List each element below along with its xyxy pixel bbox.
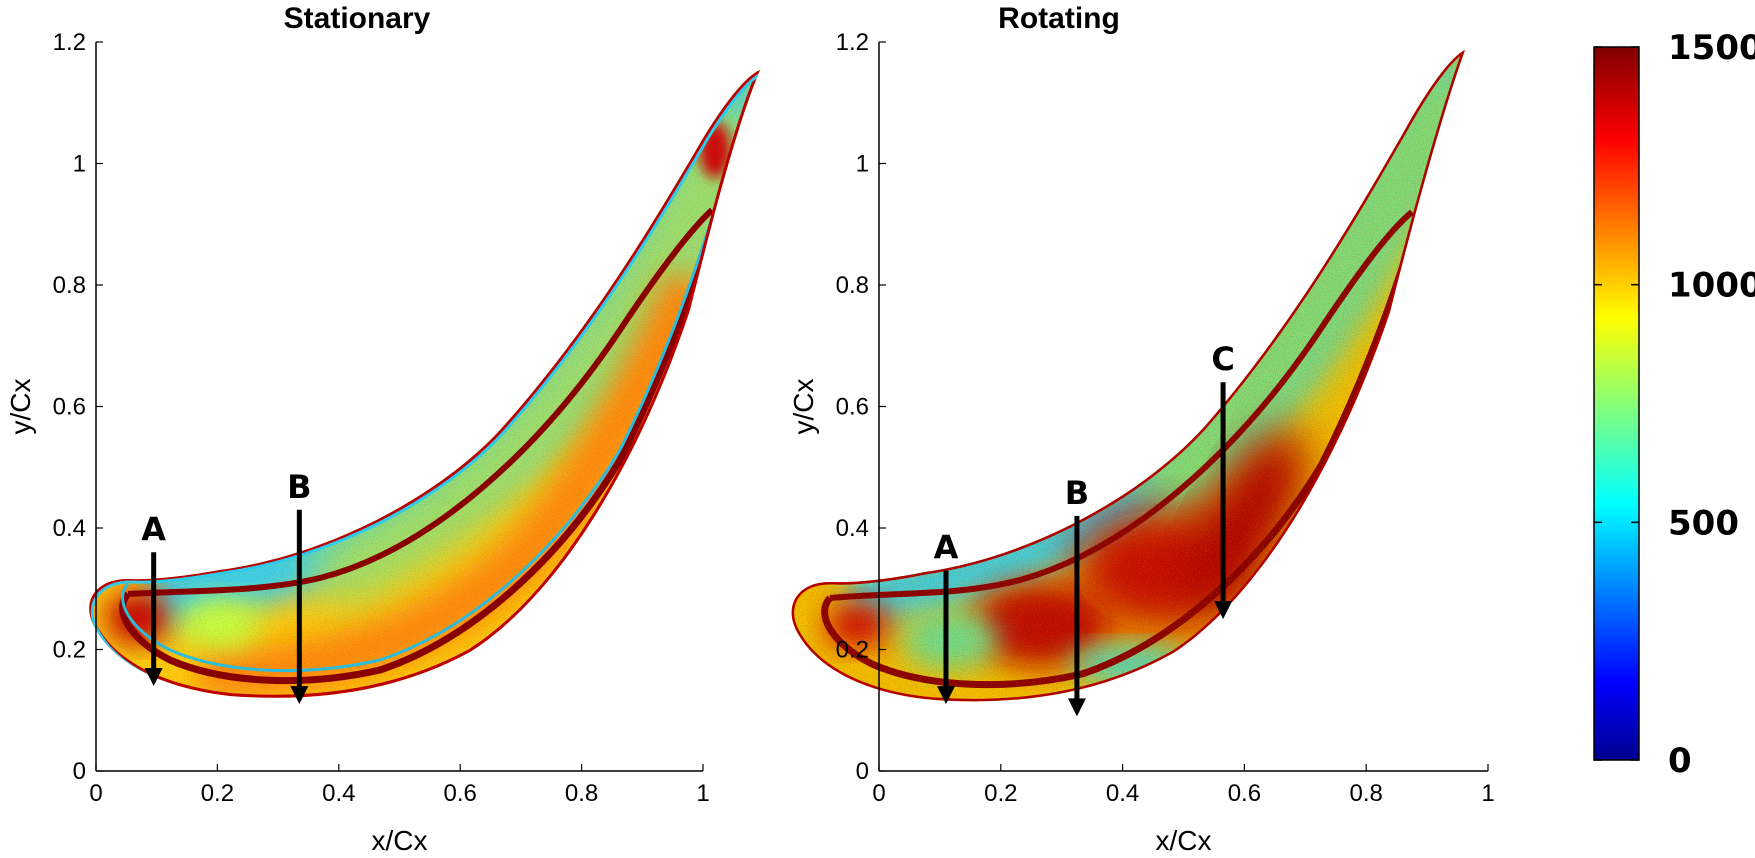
stationary-y-tick-label: 0.4 [53,515,86,542]
annotation-label-c: C [1211,340,1234,378]
stationary-x-tick-label: 1 [696,780,709,807]
stationary-y-tick-label: 0.6 [53,394,86,421]
stationary-y-axis-label: y/Cx [5,379,36,435]
rotating-y-tick-label: 0.4 [836,515,869,542]
stationary-x-tick-label: 0.8 [565,780,598,807]
rotating-x-tick-label: 0.4 [1106,780,1139,807]
colorbar: 0 500 1000 1500 [1593,28,1755,781]
rotating-x-tick-label: 1 [1481,780,1494,807]
rotating-x-tick-label: 0 [872,780,885,807]
rotating-x-axis-label: x/Cx [1156,825,1212,856]
rotating-y-tick-label: 0.8 [836,272,869,299]
rotating-panel: Rotating 0 0.2 0.4 0.6 0.8 100.20.40.60 [788,2,1495,856]
colorbar-gradient [1593,46,1640,761]
annotation-label-a: A [934,529,959,567]
stationary-axes: 0 0.2 0.4 0.6 0.8 1 0 0.2 0.4 0.6 0.8 1 1.2 x/Cx y/Cx [5,29,710,856]
arrow-head-a [144,667,163,686]
stationary-y-tick-label: 1 [73,151,86,178]
stationary-x-tick-label: 0.2 [201,780,234,807]
stationary-y-tick-label: 0.8 [53,272,86,299]
annotation-label-a: A [141,510,166,548]
rotating-y-tick-label: 0.2 [836,637,869,664]
rotating-title: Rotating [998,2,1120,35]
colorbar-tick-label: 1000 [1668,266,1755,306]
rotating-y-axis-label: y/Cx [788,379,819,435]
rotating-annotations: A B C [934,340,1235,717]
stationary-y-tick-label: 0.2 [53,637,86,664]
rotating-heatmap [791,50,1465,702]
rotating-x-tick-label: 0.6 [1228,780,1261,807]
arrow-head-b [290,686,309,705]
stationary-heatmap [89,70,761,698]
annotation-label-b: B [287,468,311,506]
stationary-annotations: AB [141,468,312,705]
stationary-y-tick-label: 1.2 [53,29,86,56]
stationary-x-tick-label: 0 [89,780,102,807]
rotating-y-tick-label: 0 [856,758,869,785]
stationary-panel: Stationary 0 0.2 0.4 0. [5,2,761,856]
arrow-head-c [1214,601,1233,620]
colorbar-tick-label: 1500 [1668,28,1755,68]
stationary-y-tick-label: 0 [73,758,86,785]
stationary-x-axis-label: x/Cx [372,825,428,856]
colorbar-ticks: 0 500 1000 1500 [1594,28,1755,781]
annotation-label-b: B [1065,474,1089,512]
stationary-x-tick-label: 0.6 [444,780,477,807]
arrow-head-a [936,686,955,705]
rotating-x-tick-label: 0.2 [984,780,1017,807]
rotating-y-tick-label: 0.6 [836,394,869,421]
arrow-head-b [1067,698,1086,717]
stationary-x-tick-label: 0.4 [322,780,355,807]
colorbar-tick-label: 0 [1668,741,1692,781]
colorbar-tick-label: 500 [1668,503,1739,543]
rotating-y-tick-label: 1 [856,151,869,178]
stationary-title: Stationary [284,2,431,35]
rotating-y-tick-label: 1.2 [836,29,869,56]
rotating-axes: 0 0.2 0.4 0.6 0.8 1 0 0.2 0.4 0.6 0.8 1 1.2 x/Cx y/Cx [788,29,1495,856]
rotating-x-tick-label: 0.8 [1350,780,1383,807]
